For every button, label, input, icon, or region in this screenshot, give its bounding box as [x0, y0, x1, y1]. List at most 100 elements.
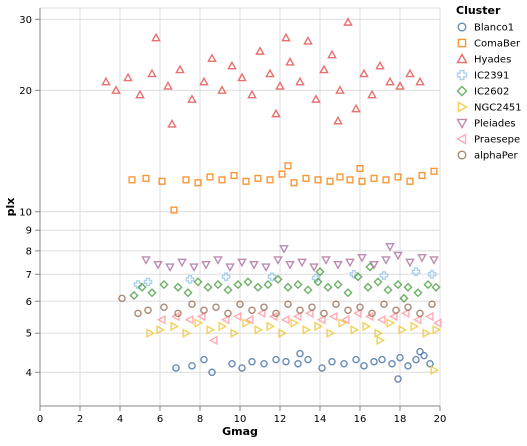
point-IC2602-5	[183, 288, 193, 298]
y-tick-label-4: 8	[26, 246, 32, 257]
point-alphaPer-0	[118, 294, 126, 303]
point-IC2602-19	[323, 282, 333, 292]
x-tick-label-5: 10	[234, 414, 247, 425]
legend-symbol-IC2602	[456, 85, 468, 97]
point-Blanco1-24	[426, 359, 434, 368]
point-alphaPer-15	[308, 303, 316, 311]
point-Hyades-17	[275, 80, 285, 90]
point-Blanco1-9	[282, 357, 290, 366]
point-NGC2451-18	[362, 321, 372, 332]
legend-symbol-NGC2451	[457, 101, 468, 113]
point-Blanco1-13	[328, 357, 336, 366]
x-axis-title: Gmag	[222, 425, 258, 438]
point-Blanco1-4	[228, 359, 236, 368]
point-Blanco1-22	[412, 355, 420, 364]
point-Pleiades-1	[153, 260, 163, 270]
x-tick-label-6: 12	[274, 414, 287, 425]
point-Blanco1-19	[388, 359, 396, 368]
legend-title: Cluster	[456, 4, 501, 17]
point-alphaPer-8	[224, 309, 232, 318]
point-NGC2451-7	[230, 328, 240, 338]
point-Hyades-9	[199, 76, 209, 86]
point-IC2602-23	[363, 282, 373, 292]
point-IC2602-17	[303, 285, 313, 295]
point-alphaPer-12	[272, 309, 280, 318]
point-IC2602-21	[343, 288, 353, 298]
point-Hyades-22	[319, 64, 329, 74]
legend-item-Pleiades: Pleiades	[456, 119, 516, 130]
point-Blanco1-7	[260, 359, 268, 368]
x-tick-label-10: 20	[434, 414, 447, 425]
legend-item-Hyades: Hyades	[456, 53, 511, 66]
point-ComaBer-5	[194, 179, 202, 187]
point-alphaPer-6	[200, 306, 208, 315]
point-IC2391-9	[427, 269, 437, 279]
point-alphaPer-9	[236, 300, 244, 308]
point-Hyades-19	[295, 76, 305, 86]
point-IC2391-8	[411, 267, 421, 277]
legend-label-Praesepe: Praesepe	[474, 135, 520, 146]
point-NGC2451-9	[254, 324, 264, 335]
point-ComaBer-15	[314, 176, 322, 184]
point-IC2602-11	[243, 277, 253, 287]
point-IC2602-6	[193, 277, 203, 287]
point-Blanco1-11	[304, 355, 312, 364]
point-Praesepe-18	[376, 314, 386, 325]
point-IC2602-4	[173, 282, 183, 292]
point-Hyades-33	[415, 76, 425, 86]
point-Pleiades-23	[417, 253, 427, 263]
point-ComaBer-23	[406, 177, 414, 185]
legend-label-Blanco1: Blanco1	[474, 23, 514, 34]
point-IC2602-26	[393, 279, 403, 290]
y-axis-title: plx	[4, 198, 17, 217]
point-IC2602-32	[315, 267, 325, 277]
point-Praesepe-22	[424, 311, 434, 322]
point-Pleiades-14	[309, 263, 319, 272]
point-Hyades-13	[237, 72, 247, 82]
point-NGC2451-5	[206, 324, 216, 335]
y-tick-label-2: 6	[26, 297, 32, 308]
legend-label-IC2391: IC2391	[474, 71, 509, 82]
point-Hyades-24	[335, 85, 345, 94]
point-IC2602-24	[373, 277, 383, 287]
point-IC2391-5	[311, 273, 321, 283]
point-IC2391-7	[379, 271, 389, 280]
point-ComaBer-4	[182, 176, 190, 184]
series-Pleiades	[141, 242, 439, 272]
point-Blanco1-20	[396, 353, 404, 362]
point-Hyades-11	[217, 85, 227, 94]
point-NGC2451-23	[422, 328, 432, 338]
point-Praesepe-21	[412, 314, 422, 325]
point-Blanco1-12	[318, 364, 326, 372]
point-alphaPer-25	[428, 300, 436, 308]
point-Blanco1-5	[238, 364, 246, 372]
axes: 0 2 4 6 8 10 12 14 16 18 20 4 5 6 7 8 9 10 20 30 Gmag plx	[4, 8, 446, 438]
point-Praesepe-12	[304, 308, 314, 319]
point-Hyades-1	[111, 85, 121, 94]
legend-items: Blanco1 ComaBer Hyades IC2391 IC2602 NGC2451 P…	[456, 22, 522, 162]
y-tick-label-5: 9	[26, 226, 32, 237]
legend-symbol-ComaBer	[457, 38, 467, 48]
point-NGC2451-17	[350, 324, 360, 335]
point-ComaBer-27	[356, 164, 364, 173]
point-Blanco1-15	[352, 355, 360, 364]
point-Pleiades-8	[237, 258, 247, 268]
point-IC2602-10	[233, 279, 243, 290]
point-Hyades-10	[207, 53, 217, 62]
point-ComaBer-18	[346, 176, 354, 184]
point-Pleiades-10	[261, 263, 271, 272]
point-NGC2451-12	[290, 318, 300, 328]
legend-item-ComaBer: ComaBer	[457, 38, 521, 50]
series-ComaBer	[128, 162, 438, 214]
point-IC2602-1	[137, 282, 147, 292]
point-Hyades-28	[367, 89, 377, 99]
y-tick-label-3: 7	[26, 270, 32, 281]
point-alphaPer-20	[368, 309, 376, 318]
point-Praesepe-15	[340, 314, 350, 325]
point-Blanco1-0	[172, 364, 180, 372]
point-ComaBer-11	[266, 176, 274, 184]
point-Praesepe-11	[292, 311, 302, 322]
y-tick-label-0: 4	[26, 368, 32, 379]
point-Blanco1-2	[200, 355, 208, 364]
point-ComaBer-24	[418, 171, 426, 180]
